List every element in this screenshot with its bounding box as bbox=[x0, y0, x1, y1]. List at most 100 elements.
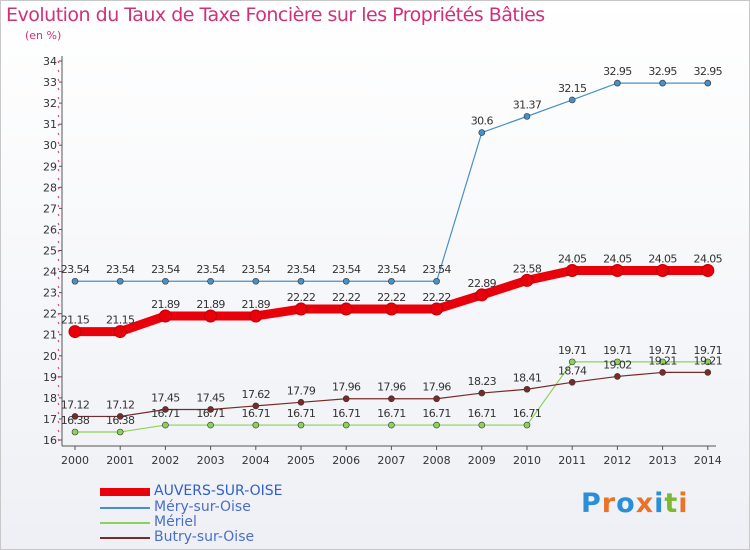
axis-dot bbox=[57, 231, 60, 235]
axis-dot bbox=[57, 213, 60, 217]
data-point bbox=[433, 395, 440, 403]
data-label: 19.21 bbox=[648, 354, 677, 367]
data-label: 19.02 bbox=[603, 358, 632, 371]
data-point bbox=[659, 358, 666, 366]
data-point bbox=[162, 406, 169, 413]
data-point bbox=[384, 302, 398, 316]
data-point bbox=[704, 369, 712, 376]
axis-dot bbox=[57, 267, 60, 271]
data-point bbox=[568, 379, 576, 386]
data-point bbox=[523, 421, 531, 429]
x-tick-label: 2002 bbox=[151, 454, 179, 467]
axis-dot bbox=[57, 402, 60, 406]
legend-label: AUVERS-SUR-OISE bbox=[154, 483, 283, 499]
axis-dot bbox=[57, 69, 60, 73]
data-point bbox=[297, 421, 305, 429]
y-tick-label: 25 bbox=[43, 245, 57, 258]
y-tick-label: 26 bbox=[43, 223, 57, 236]
x-tick-label: 2009 bbox=[468, 454, 496, 467]
data-label: 30.6 bbox=[471, 115, 494, 128]
legend-swatch bbox=[100, 488, 150, 496]
brand-letter: i bbox=[654, 488, 665, 519]
axis-dot bbox=[57, 186, 60, 190]
axis-dot bbox=[57, 168, 60, 172]
axis-dot bbox=[57, 393, 60, 397]
data-label: 24.05 bbox=[694, 253, 723, 266]
data-point bbox=[207, 421, 214, 429]
data-point bbox=[71, 413, 79, 420]
axis-dot bbox=[57, 141, 60, 145]
data-label: 31.37 bbox=[513, 98, 542, 111]
data-point bbox=[704, 79, 712, 87]
data-label: 16.71 bbox=[468, 407, 497, 420]
data-point bbox=[433, 421, 440, 429]
data-label: 17.45 bbox=[151, 391, 180, 404]
axis-dot bbox=[57, 249, 60, 253]
y-tick-label: 30 bbox=[43, 139, 57, 152]
data-point bbox=[475, 288, 489, 302]
data-label: 24.05 bbox=[558, 253, 587, 266]
brand-letter: t bbox=[664, 488, 679, 519]
legend-swatch bbox=[100, 537, 150, 539]
axis-dot bbox=[57, 330, 60, 334]
x-tick-label: 2014 bbox=[694, 454, 722, 467]
x-tick-label: 2013 bbox=[649, 454, 677, 467]
data-point bbox=[520, 273, 534, 287]
data-label: 18.74 bbox=[558, 364, 587, 377]
data-label: 17.45 bbox=[196, 391, 225, 404]
data-point bbox=[116, 413, 124, 420]
data-point bbox=[71, 277, 79, 285]
data-point bbox=[659, 79, 666, 87]
axis-dot bbox=[57, 177, 60, 181]
y-tick-label: 18 bbox=[43, 392, 57, 405]
x-tick-label: 2006 bbox=[332, 454, 360, 467]
brand-logo: Proxiti bbox=[581, 488, 689, 519]
axis-dot bbox=[57, 105, 60, 109]
data-point bbox=[523, 113, 531, 120]
chart-title: Evolution du Taux de Taxe Foncière sur l… bbox=[6, 4, 545, 26]
legend-label: Butry-sur-Oise bbox=[154, 529, 255, 545]
data-point bbox=[339, 302, 353, 316]
data-label: 16.71 bbox=[287, 407, 316, 420]
data-point bbox=[68, 325, 82, 339]
x-tick-label: 2000 bbox=[61, 454, 89, 467]
data-label: 21.89 bbox=[196, 298, 225, 311]
data-point bbox=[342, 421, 350, 429]
y-tick-label: 29 bbox=[43, 160, 57, 173]
data-label: 19.71 bbox=[694, 344, 723, 357]
data-label: 21.89 bbox=[242, 298, 271, 311]
data-label: 23.58 bbox=[513, 262, 542, 275]
data-point bbox=[656, 264, 670, 278]
data-label: 21.89 bbox=[151, 298, 180, 311]
data-point bbox=[158, 309, 172, 323]
axis-dot bbox=[57, 438, 60, 442]
data-label: 32.95 bbox=[694, 65, 723, 78]
x-tick-label: 2001 bbox=[106, 454, 134, 467]
data-label: 17.96 bbox=[332, 381, 361, 394]
data-point bbox=[478, 421, 486, 429]
axis-dot bbox=[57, 429, 60, 433]
axis-dot bbox=[57, 204, 60, 208]
data-label: 19.71 bbox=[558, 344, 587, 357]
data-point bbox=[568, 96, 576, 104]
x-tick-label: 2007 bbox=[377, 454, 405, 467]
data-label: 21.15 bbox=[106, 314, 135, 327]
axis-dot bbox=[57, 348, 60, 352]
data-point bbox=[614, 358, 621, 366]
axis-dot bbox=[57, 159, 60, 163]
axis-dot bbox=[57, 123, 60, 127]
data-point bbox=[249, 309, 263, 323]
y-tick-label: 32 bbox=[43, 97, 57, 110]
data-point bbox=[565, 264, 579, 278]
y-tick-label: 24 bbox=[43, 266, 57, 279]
data-label: 23.54 bbox=[242, 263, 271, 276]
axis-dot bbox=[57, 303, 60, 307]
axis-dot bbox=[57, 357, 60, 361]
legend-label: Méry-sur-Oise bbox=[154, 499, 251, 515]
data-label: 16.71 bbox=[242, 407, 271, 420]
data-label: 23.54 bbox=[106, 263, 135, 276]
y-tick-label: 22 bbox=[43, 308, 57, 321]
axis-dot bbox=[57, 60, 60, 64]
y-tick-label: 16 bbox=[43, 434, 57, 447]
